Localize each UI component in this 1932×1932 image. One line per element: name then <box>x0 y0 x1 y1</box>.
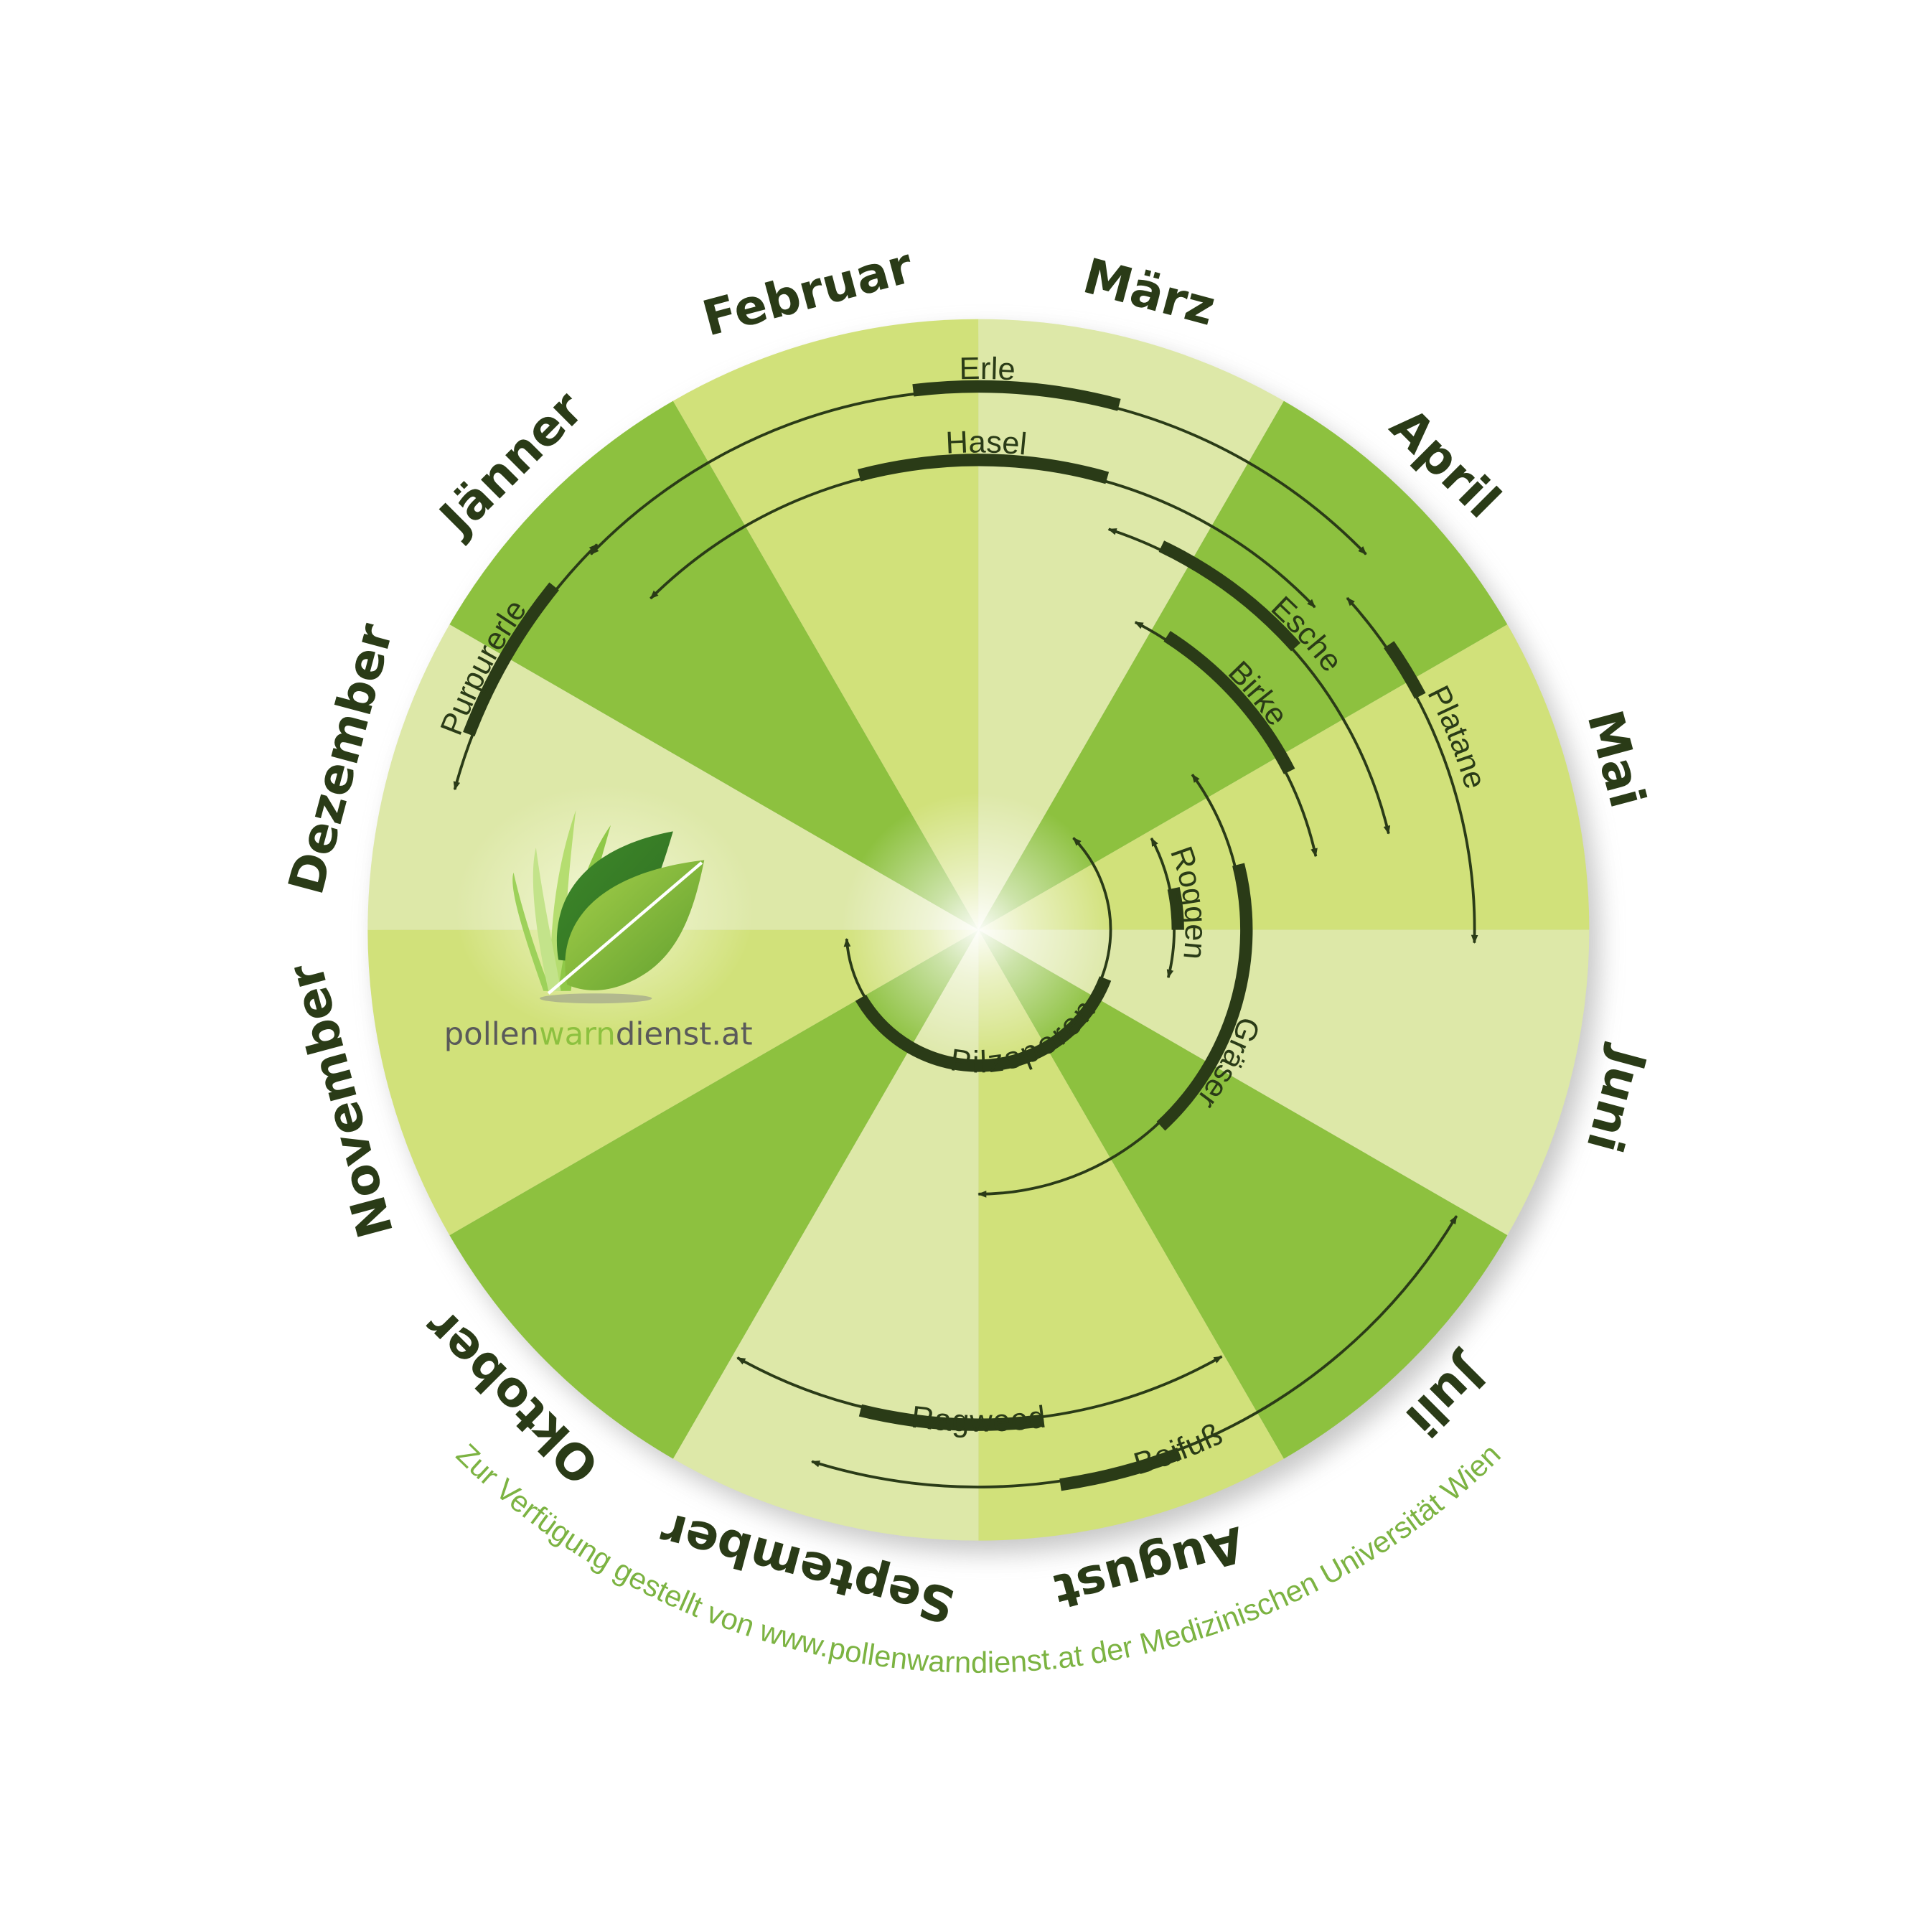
logo-text-dienst: dienst.at <box>616 1016 753 1052</box>
pollen-label-wrapper: Ragweed <box>909 1400 1047 1439</box>
pollen-label: Ragweed <box>909 1400 1047 1439</box>
month-label: Mai <box>1576 704 1656 813</box>
logo-text-pollen: pollen <box>444 1016 539 1052</box>
peak-season-bar <box>858 454 1110 484</box>
peak-season-bar <box>1163 631 1295 774</box>
logo-text-warn: warn <box>539 1016 616 1052</box>
season-range-arrow <box>1346 596 1478 944</box>
peak-season-bar <box>1384 641 1426 699</box>
peak-season-bar <box>1156 863 1253 1131</box>
logo: pollenwarndienst.at <box>444 785 754 1052</box>
peak-season-bar <box>912 380 1121 411</box>
sector-jänner <box>449 400 979 930</box>
sector-oktober <box>449 929 979 1459</box>
peak-season-bar <box>463 582 559 737</box>
month-label: März <box>1078 248 1221 337</box>
logo-text: pollenwarndienst.at <box>444 1016 753 1052</box>
pollen-season-erle: Erle <box>589 352 1367 555</box>
peak-season-bar <box>855 976 1112 1072</box>
peak-season-bar <box>1059 1448 1182 1491</box>
pollen-label: Erle <box>959 352 1016 388</box>
leaf-and-grass-icon <box>512 810 705 1004</box>
pollen-label-wrapper: Erle <box>959 352 1016 388</box>
